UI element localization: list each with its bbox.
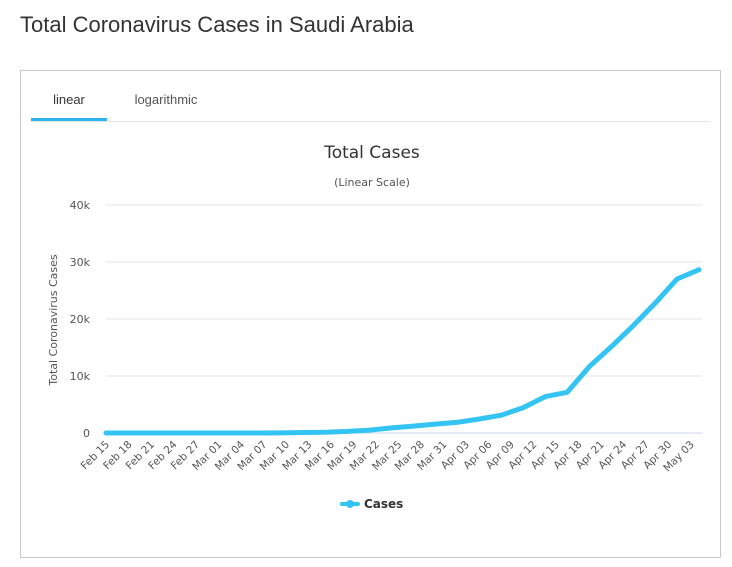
y-axis-label: Total Coronavirus Cases	[47, 254, 60, 387]
y-tick-label: 40k	[70, 199, 91, 212]
page-title: Total Coronavirus Cases in Saudi Arabia	[20, 12, 414, 37]
series-layer	[103, 267, 702, 436]
legend[interactable]: Cases	[340, 497, 403, 511]
y-tick-label: 30k	[70, 256, 91, 269]
tab-linear[interactable]: linear	[31, 71, 107, 121]
y-tick-label: 10k	[70, 370, 91, 383]
chart-title: Total Cases	[323, 143, 420, 163]
series-line-cases[interactable]	[103, 267, 702, 436]
tab-logarithmic[interactable]: logarithmic	[134, 92, 198, 107]
legend-label-cases[interactable]: Cases	[364, 497, 403, 511]
grid-lines	[106, 204, 702, 434]
scale-tabs: linear logarithmic	[31, 71, 710, 122]
legend-swatch-marker	[346, 500, 354, 508]
chart-subtitle: (Linear Scale)	[334, 176, 410, 189]
y-tick-labels: 0 10k 20k 30k 40k	[70, 199, 91, 440]
y-tick-label: 0	[83, 427, 90, 440]
y-tick-label: 20k	[70, 313, 91, 326]
chart-panel: linear logarithmic	[20, 70, 721, 558]
